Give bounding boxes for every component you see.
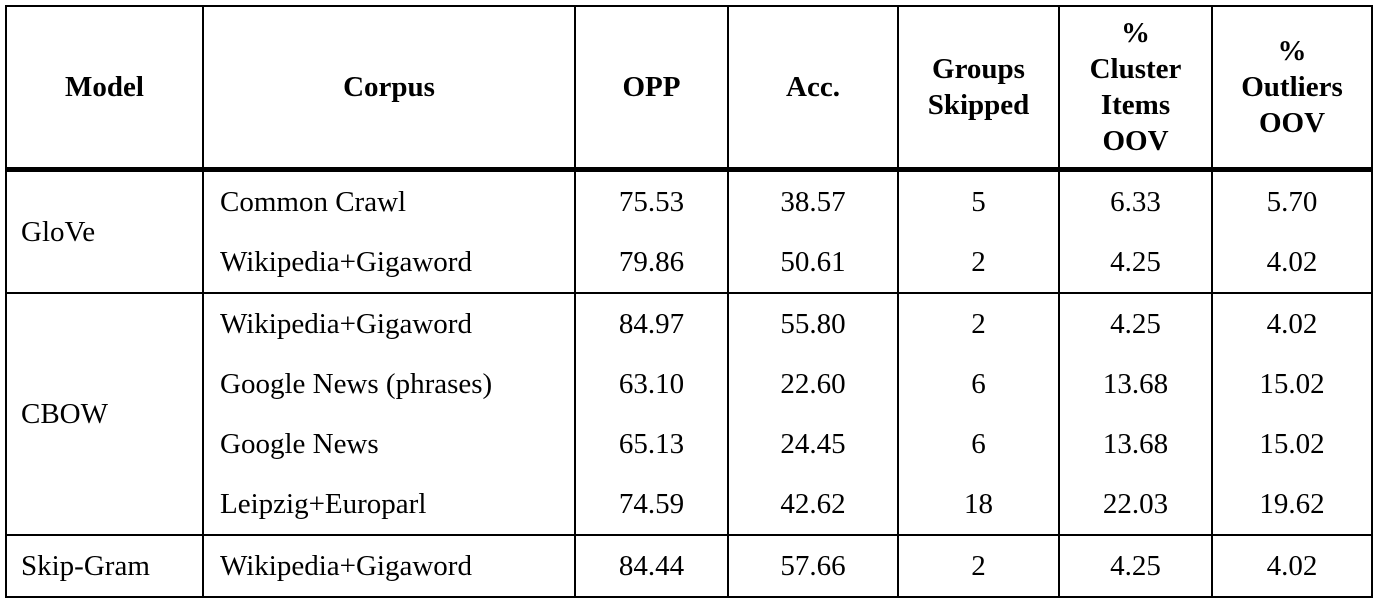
groups-skipped-cell: 6 xyxy=(897,414,1060,474)
acc-cell: 24.45 xyxy=(727,414,899,474)
table-row: Leipzig+Europarl 74.59 42.62 18 22.03 19.62 xyxy=(6,474,1373,535)
column-header-corpus: Corpus xyxy=(202,6,576,172)
outliers-oov-cell: 15.02 xyxy=(1211,354,1373,414)
model-cell: GloVe xyxy=(5,169,204,293)
results-table: Model Corpus OPP Acc. Groups Skipped % C… xyxy=(5,5,1373,598)
opp-cell: 63.10 xyxy=(574,354,729,414)
outliers-oov-cell: 19.62 xyxy=(1211,474,1373,535)
corpus-cell: Wikipedia+Gigaword xyxy=(202,232,576,293)
table-header: Model Corpus OPP Acc. Groups Skipped % C… xyxy=(5,6,1373,172)
corpus-cell: Google News (phrases) xyxy=(202,354,576,414)
acc-cell: 22.60 xyxy=(727,354,899,414)
outliers-oov-cell: 4.02 xyxy=(1211,534,1373,597)
cluster-items-oov-cell: 4.25 xyxy=(1058,534,1213,597)
acc-cell: 50.61 xyxy=(727,232,899,293)
cluster-items-oov-cell: 13.68 xyxy=(1058,414,1213,474)
outliers-oov-cell: 4.02 xyxy=(1211,292,1373,354)
opp-cell: 74.59 xyxy=(574,474,729,535)
acc-cell: 55.80 xyxy=(727,292,899,354)
table-row: Skip-Gram Wikipedia+Gigaword 84.44 57.66 2 4.… xyxy=(5,534,1373,597)
cluster-items-oov-cell: 4.25 xyxy=(1058,232,1213,293)
opp-cell: 84.97 xyxy=(574,292,729,354)
groups-skipped-cell: 5 xyxy=(897,169,1060,232)
opp-cell: 65.13 xyxy=(574,414,729,474)
column-header-cluster-items-oov: % Cluster Items OOV xyxy=(1058,6,1213,172)
outliers-oov-cell: 15.02 xyxy=(1211,414,1373,474)
cluster-items-oov-cell: 22.03 xyxy=(1058,474,1213,535)
corpus-cell: Google News xyxy=(202,414,576,474)
groups-skipped-cell: 2 xyxy=(897,232,1060,293)
corpus-cell: Common Crawl xyxy=(202,169,576,232)
cluster-items-oov-cell: 13.68 xyxy=(1058,354,1213,414)
column-header-outliers-oov: % Outliers OOV xyxy=(1211,6,1373,172)
outliers-oov-cell: 4.02 xyxy=(1211,232,1373,293)
cluster-items-oov-cell: 6.33 xyxy=(1058,169,1213,232)
groups-skipped-cell: 2 xyxy=(897,292,1060,354)
cluster-items-oov-cell: 4.25 xyxy=(1058,292,1213,354)
acc-cell: 38.57 xyxy=(727,169,899,232)
column-header-model: Model xyxy=(5,6,204,172)
opp-cell: 75.53 xyxy=(574,169,729,232)
groups-skipped-cell: 2 xyxy=(897,534,1060,597)
model-cell: CBOW xyxy=(5,292,204,535)
opp-cell: 84.44 xyxy=(574,534,729,597)
corpus-cell: Wikipedia+Gigaword xyxy=(202,292,576,354)
header-row: Model Corpus OPP Acc. Groups Skipped % C… xyxy=(5,6,1373,172)
table-row: Google News (phrases) 63.10 22.60 6 13.68 15.… xyxy=(6,354,1373,414)
column-header-opp: OPP xyxy=(574,6,729,172)
opp-cell: 79.86 xyxy=(574,232,729,293)
model-cell: Skip-Gram xyxy=(5,534,204,597)
groups-skipped-cell: 6 xyxy=(897,354,1060,414)
outliers-oov-cell: 5.70 xyxy=(1211,169,1373,232)
column-header-groups-skipped: Groups Skipped xyxy=(897,6,1060,172)
table-row: Google News 65.13 24.45 6 13.68 15.02 xyxy=(6,414,1373,474)
acc-cell: 42.62 xyxy=(727,474,899,535)
table-row: GloVe Common Crawl 75.53 38.57 5 6.33 5.70 xyxy=(5,169,1373,293)
table-row: CBOW Wikipedia+Gigaword 84.97 55.80 2 4.25 4.0… xyxy=(5,292,1373,535)
groups-skipped-cell: 18 xyxy=(897,474,1060,535)
table-body: GloVe Common Crawl 75.53 38.57 5 6.33 5.70 Wiki… xyxy=(5,169,1373,597)
corpus-cell: Leipzig+Europarl xyxy=(202,474,576,535)
table-row: Wikipedia+Gigaword 79.86 50.61 2 4.25 4.02 xyxy=(6,232,1373,293)
corpus-cell: Wikipedia+Gigaword xyxy=(202,534,576,597)
column-header-acc: Acc. xyxy=(727,6,899,172)
acc-cell: 57.66 xyxy=(727,534,899,597)
